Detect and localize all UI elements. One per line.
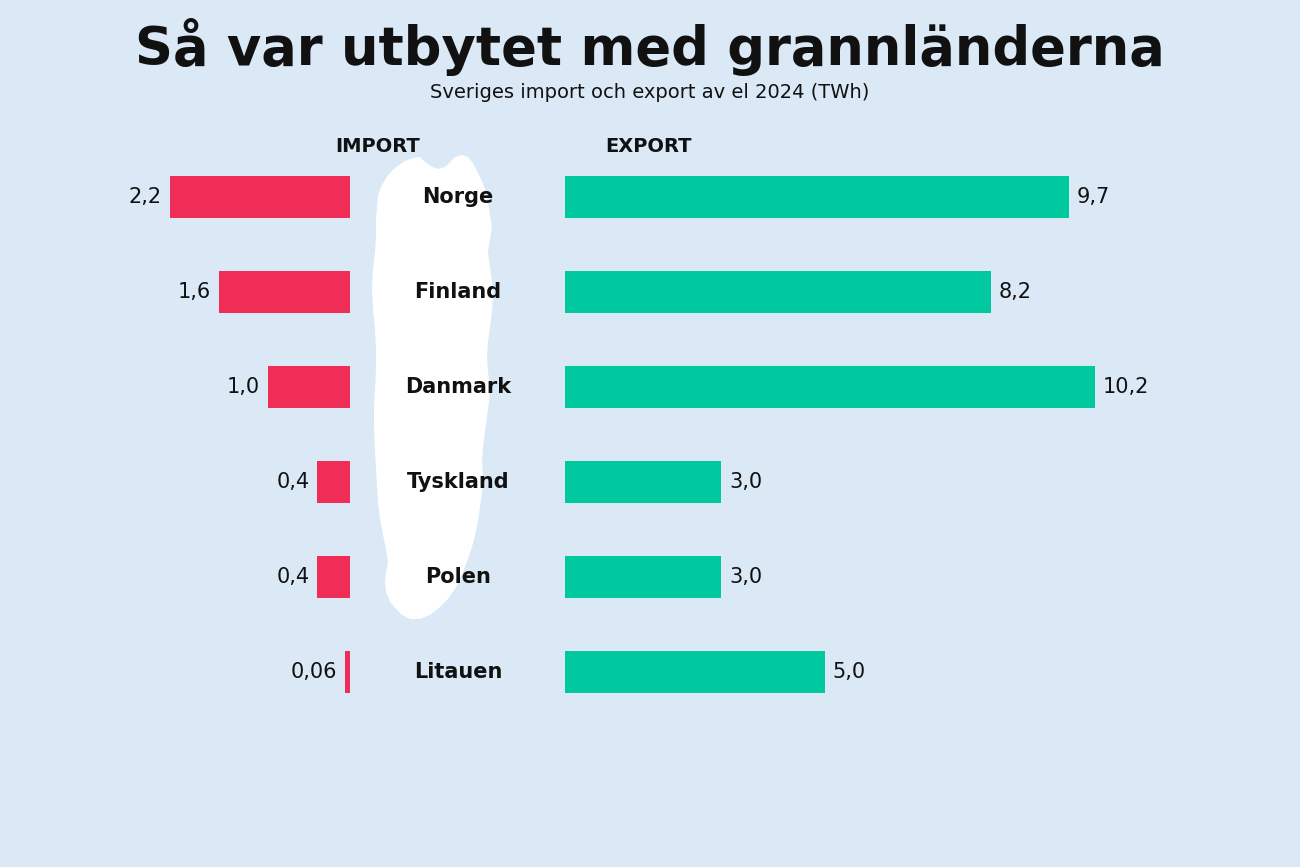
Text: Finland: Finland <box>415 282 502 302</box>
Text: Tyskland: Tyskland <box>407 472 510 492</box>
Text: 9,7: 9,7 <box>1076 187 1110 207</box>
Bar <box>566 556 722 598</box>
Bar <box>317 461 350 503</box>
Bar <box>268 366 350 408</box>
Text: 3,0: 3,0 <box>729 567 762 587</box>
Bar <box>566 461 722 503</box>
Text: 1,0: 1,0 <box>227 377 260 397</box>
Text: Norge: Norge <box>422 187 494 207</box>
Text: IMPORT: IMPORT <box>335 138 420 157</box>
Bar <box>566 271 991 313</box>
Text: Danmark: Danmark <box>404 377 511 397</box>
Text: Sveriges import och export av el 2024 (TWh): Sveriges import och export av el 2024 (T… <box>430 82 870 101</box>
Bar <box>566 366 1095 408</box>
Bar <box>344 651 350 693</box>
Text: 5,0: 5,0 <box>833 662 866 682</box>
Text: 8,2: 8,2 <box>1000 282 1032 302</box>
Text: 0,4: 0,4 <box>276 472 309 492</box>
Text: 0,06: 0,06 <box>291 662 337 682</box>
Bar <box>170 176 350 218</box>
Bar <box>317 556 350 598</box>
Text: EXPORT: EXPORT <box>604 138 692 157</box>
Bar <box>220 271 350 313</box>
Bar <box>566 651 824 693</box>
Text: Polen: Polen <box>425 567 491 587</box>
Text: 3,0: 3,0 <box>729 472 762 492</box>
Text: Litauen: Litauen <box>413 662 502 682</box>
Text: 1,6: 1,6 <box>178 282 211 302</box>
Bar <box>566 176 1069 218</box>
Text: 2,2: 2,2 <box>129 187 162 207</box>
Text: 0,4: 0,4 <box>276 567 309 587</box>
Polygon shape <box>372 155 493 619</box>
Text: 10,2: 10,2 <box>1102 377 1149 397</box>
Text: Så var utbytet med grannländerna: Så var utbytet med grannländerna <box>135 18 1165 76</box>
